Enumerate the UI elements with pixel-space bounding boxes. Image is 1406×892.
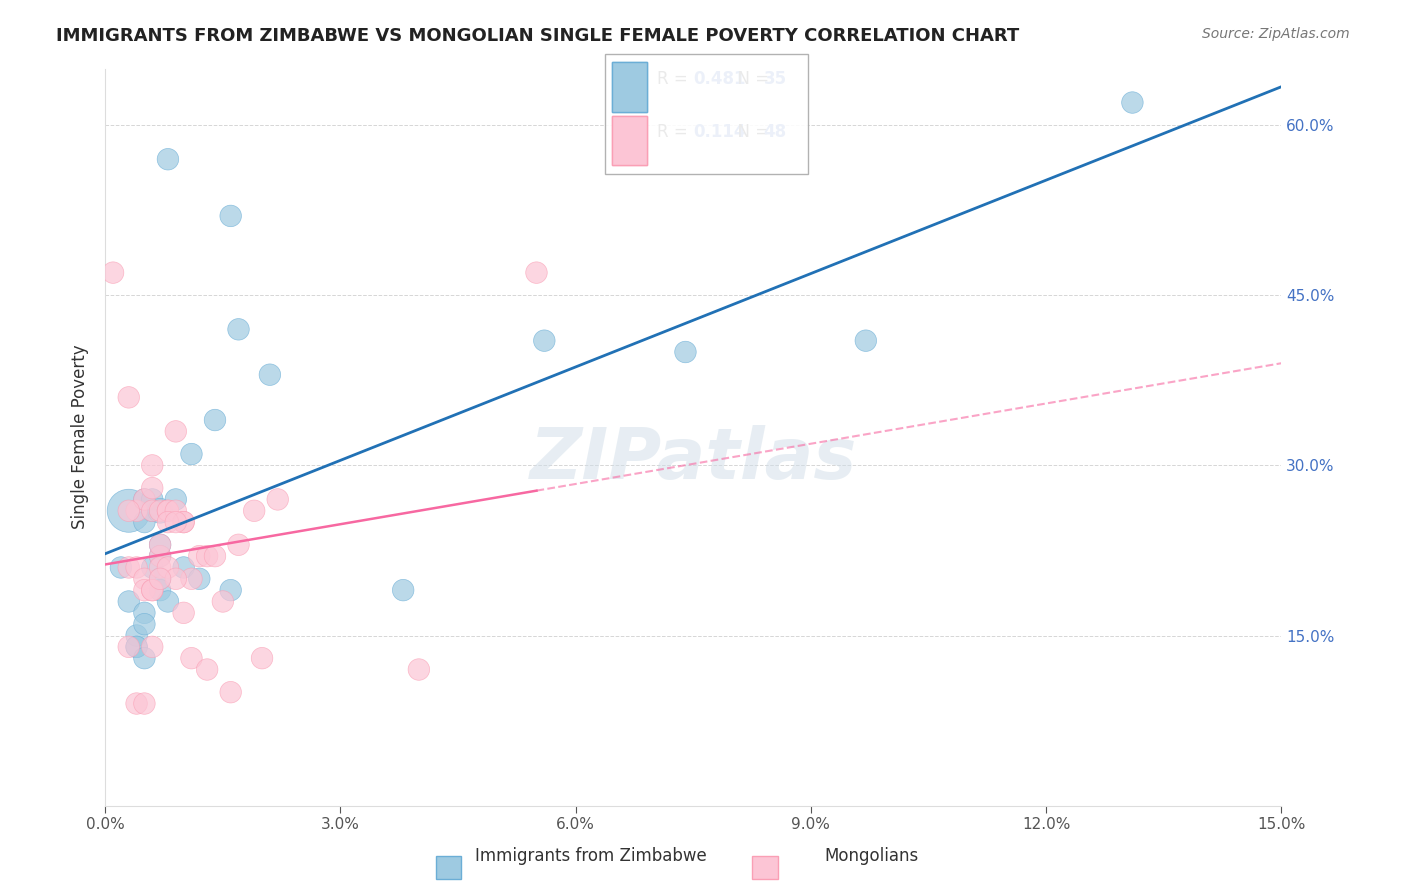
Text: ZIPatlas: ZIPatlas [530,425,858,493]
Point [149,538,172,552]
Point [195,549,218,563]
Point [204,549,226,563]
Text: R =: R = [657,70,693,87]
Point [141,640,163,654]
Point [173,515,195,529]
Text: Immigrants from Zimbabwe: Immigrants from Zimbabwe [475,847,706,865]
Text: N =: N = [727,123,775,141]
Text: 35: 35 [763,70,786,87]
Point [125,504,148,518]
Point [173,515,195,529]
Point [259,368,281,382]
Point [134,617,156,632]
Point [165,425,187,439]
Point [267,492,290,507]
Point [141,583,163,598]
Point [149,583,172,598]
Point [141,583,163,598]
Point [134,492,156,507]
Point [149,572,172,586]
Text: R =: R = [657,123,693,141]
Point [188,549,211,563]
Point [134,572,156,586]
Point [228,322,250,336]
Point [118,560,141,574]
Point [134,651,156,665]
Point [141,504,163,518]
Point [533,334,555,348]
Point [134,697,156,711]
Point [118,504,141,518]
Point [118,594,141,608]
Point [195,663,218,677]
Point [855,334,877,348]
Text: IMMIGRANTS FROM ZIMBABWE VS MONGOLIAN SINGLE FEMALE POVERTY CORRELATION CHART: IMMIGRANTS FROM ZIMBABWE VS MONGOLIAN SI… [56,27,1019,45]
Point [165,572,187,586]
Point [156,560,179,574]
Point [408,663,430,677]
Point [156,594,179,608]
Point [204,413,226,427]
Point [219,685,242,699]
Point [134,515,156,529]
Point [149,549,172,563]
Y-axis label: Single Female Poverty: Single Female Poverty [72,344,89,529]
Point [211,594,233,608]
Point [141,504,163,518]
Point [156,504,179,518]
Point [180,447,202,461]
Point [156,504,179,518]
Point [125,697,148,711]
Point [165,492,187,507]
Point [1121,95,1143,110]
Point [149,572,172,586]
Point [243,504,266,518]
Point [173,606,195,620]
Point [134,583,156,598]
Point [188,572,211,586]
Point [156,515,179,529]
Point [149,549,172,563]
Point [141,492,163,507]
Point [118,504,141,518]
Point [675,345,697,359]
Point [526,266,548,280]
Text: Source: ZipAtlas.com: Source: ZipAtlas.com [1202,27,1350,41]
Point [125,640,148,654]
Point [149,538,172,552]
Point [141,458,163,473]
Point [156,153,179,167]
Point [149,504,172,518]
Point [149,504,172,518]
Point [180,572,202,586]
Point [118,640,141,654]
Point [125,560,148,574]
Point [173,560,195,574]
Point [392,583,415,598]
Text: 0.114: 0.114 [693,123,745,141]
Point [141,560,163,574]
Text: 0.481: 0.481 [693,70,745,87]
Point [165,515,187,529]
Point [228,538,250,552]
Point [110,560,132,574]
Point [125,640,148,654]
Text: 48: 48 [763,123,786,141]
Point [149,560,172,574]
Point [118,390,141,404]
Point [250,651,273,665]
Point [101,266,124,280]
Point [219,209,242,223]
Text: Mongolians: Mongolians [824,847,920,865]
Point [125,628,148,642]
Point [134,492,156,507]
Point [134,606,156,620]
Point [165,504,187,518]
Text: N =: N = [727,70,775,87]
Point [219,583,242,598]
Point [180,651,202,665]
Point [141,481,163,495]
